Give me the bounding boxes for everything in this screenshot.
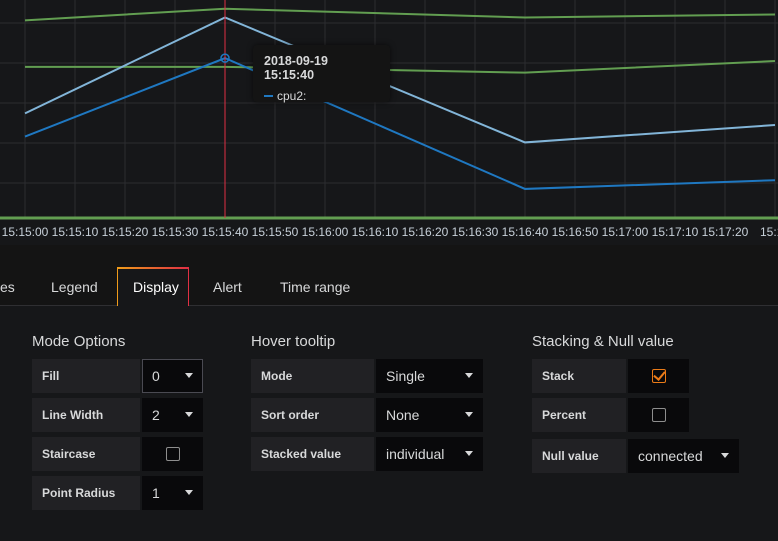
graph-panel[interactable]: 15:15:00 15:15:10 15:15:20 15:15:30 15:15:40… bbox=[0, 0, 778, 245]
chevron-down-icon bbox=[185, 490, 193, 495]
graph-tooltip: 2018-09-19 15:15:40 cpu2: bbox=[253, 45, 390, 103]
tooltip-series-label: cpu2: bbox=[277, 89, 307, 103]
x-tick-label: 15:17:20 bbox=[701, 225, 749, 239]
line-width-value: 2 bbox=[152, 407, 160, 423]
hover-tooltip-title: Hover tooltip bbox=[251, 333, 336, 350]
fill-value: 0 bbox=[152, 368, 160, 384]
percent-label: Percent bbox=[532, 398, 626, 432]
series-line-1 bbox=[24, 7, 776, 22]
active-tab-indicator bbox=[118, 267, 188, 269]
percent-row: Percent bbox=[532, 398, 689, 432]
chevron-down-icon bbox=[185, 373, 193, 378]
tab-display-label: Display bbox=[133, 279, 179, 295]
point-radius-row: Point Radius 1 bbox=[32, 476, 203, 510]
percent-checkbox[interactable] bbox=[651, 408, 666, 422]
mode-options-title: Mode Options bbox=[32, 333, 126, 350]
x-tick-label: 15:16:50 bbox=[551, 225, 599, 239]
stack-row: Stack bbox=[532, 359, 689, 393]
mode-label: Mode bbox=[251, 359, 374, 393]
fill-label: Fill bbox=[32, 359, 140, 393]
x-tick-label: 15:16:10 bbox=[351, 225, 399, 239]
point-radius-label: Point Radius bbox=[32, 476, 140, 510]
x-tick-label: 15:16:30 bbox=[451, 225, 499, 239]
tab-alert[interactable]: Alert bbox=[213, 279, 242, 295]
percent-checkbox-wrap[interactable] bbox=[628, 398, 689, 432]
x-tick-label: 15:16:40 bbox=[501, 225, 549, 239]
hover-point-marker bbox=[220, 53, 230, 63]
tab-legend[interactable]: Legend bbox=[51, 279, 98, 295]
stack-checkbox[interactable] bbox=[651, 369, 666, 383]
staircase-checkbox[interactable] bbox=[165, 447, 180, 461]
x-tick-label: 15:15:20 bbox=[101, 225, 149, 239]
x-tick-label: 15:15:00 bbox=[1, 225, 49, 239]
chevron-down-icon bbox=[465, 373, 473, 378]
staircase-row: Staircase bbox=[32, 437, 203, 471]
x-tick-label: 15:17:00 bbox=[601, 225, 649, 239]
line-width-row: Line Width 2 bbox=[32, 398, 203, 432]
series-line-4 bbox=[24, 57, 776, 190]
staircase-checkbox-wrap[interactable] bbox=[142, 437, 203, 471]
chevron-down-icon bbox=[465, 412, 473, 417]
null-value-label: Null value bbox=[532, 439, 626, 473]
tab-axes[interactable]: es bbox=[0, 279, 15, 295]
x-tick-label: 15:15:30 bbox=[151, 225, 199, 239]
stack-checkbox-wrap[interactable] bbox=[628, 359, 689, 393]
line-width-select[interactable]: 2 bbox=[142, 398, 203, 432]
stack-label: Stack bbox=[532, 359, 626, 393]
sort-order-value: None bbox=[386, 407, 420, 423]
series-color-swatch bbox=[264, 95, 273, 97]
point-radius-select[interactable]: 1 bbox=[142, 476, 203, 510]
sort-order-label: Sort order bbox=[251, 398, 374, 432]
tab-display[interactable]: Display bbox=[117, 267, 189, 308]
x-tick-label: 15:17 bbox=[759, 225, 778, 239]
x-tick-label: 15:16:00 bbox=[301, 225, 349, 239]
tab-time-range[interactable]: Time range bbox=[280, 279, 351, 295]
chevron-down-icon bbox=[721, 453, 729, 458]
x-tick-label: 15:16:20 bbox=[401, 225, 449, 239]
mode-value: Single bbox=[386, 368, 425, 384]
mode-select[interactable]: Single bbox=[376, 359, 483, 393]
fill-row: Fill 0 bbox=[32, 359, 203, 393]
null-value-value: connected bbox=[638, 448, 703, 464]
stacked-value-value: individual bbox=[386, 446, 445, 462]
staircase-label: Staircase bbox=[32, 437, 140, 471]
tooltip-series-row: cpu2: bbox=[264, 89, 379, 103]
line-width-label: Line Width bbox=[32, 398, 140, 432]
stacking-title: Stacking & Null value bbox=[532, 333, 674, 350]
line-chart[interactable] bbox=[0, 0, 778, 245]
sort-order-row: Sort order None bbox=[251, 398, 483, 432]
null-value-row: Null value connected bbox=[532, 439, 739, 473]
chevron-down-icon bbox=[185, 412, 193, 417]
stacked-value-row: Stacked value individual bbox=[251, 437, 483, 471]
x-tick-label: 15:15:10 bbox=[51, 225, 99, 239]
point-radius-value: 1 bbox=[152, 485, 160, 501]
x-tick-label: 15:17:10 bbox=[651, 225, 699, 239]
mode-row: Mode Single bbox=[251, 359, 483, 393]
x-axis: 15:15:00 15:15:10 15:15:20 15:15:30 15:15:40… bbox=[0, 222, 778, 240]
tooltip-time: 2018-09-19 15:15:40 bbox=[264, 54, 328, 82]
x-tick-label: 15:15:40 bbox=[201, 225, 249, 239]
stacked-value-select[interactable]: individual bbox=[376, 437, 483, 471]
null-value-select[interactable]: connected bbox=[628, 439, 739, 473]
series-line-3 bbox=[24, 16, 776, 144]
sort-order-select[interactable]: None bbox=[376, 398, 483, 432]
editor-tabs: es Legend Display Alert Time range bbox=[0, 245, 778, 308]
chevron-down-icon bbox=[465, 451, 473, 456]
fill-select[interactable]: 0 bbox=[142, 359, 203, 393]
stacked-value-label: Stacked value bbox=[251, 437, 374, 471]
x-tick-label: 15:15:50 bbox=[251, 225, 299, 239]
